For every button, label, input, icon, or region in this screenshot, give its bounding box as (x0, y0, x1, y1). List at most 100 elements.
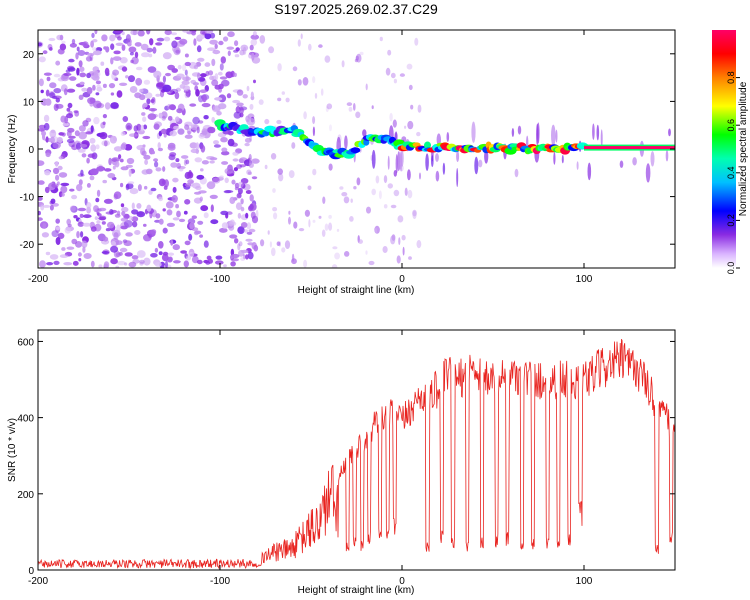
noise-blob (72, 260, 79, 266)
noise-blob (396, 255, 401, 264)
noise-blob (163, 36, 171, 42)
noise-blob (368, 260, 375, 266)
noise-blob (127, 42, 132, 47)
noise-blob (219, 175, 224, 179)
noise-blob (331, 264, 338, 268)
spectral-streak (393, 170, 397, 177)
noise-blob (161, 111, 168, 119)
noise-blob (219, 227, 228, 233)
noise-blob (165, 201, 174, 209)
noise-blob (170, 162, 178, 168)
noise-blob (93, 205, 99, 213)
noise-blob (98, 264, 103, 268)
noise-blob (71, 194, 78, 200)
noise-blob (55, 226, 61, 231)
noise-blob (209, 160, 215, 164)
noise-blob (82, 214, 92, 219)
noise-blob (147, 113, 157, 120)
noise-blob (281, 91, 285, 95)
noise-blob (104, 168, 112, 172)
spectral-streak (592, 123, 595, 140)
noise-blob (113, 191, 122, 199)
figure-title: S197.2025.269.02.37.C29 (274, 1, 438, 17)
y-tick-label: -10 (20, 193, 35, 204)
spectral-streak (431, 155, 434, 168)
spectral-streak (576, 161, 579, 170)
noise-blob (142, 144, 146, 148)
noise-blob (209, 75, 215, 81)
noise-blob (90, 260, 95, 268)
noise-blob (387, 183, 393, 189)
noise-blob (217, 71, 223, 76)
noise-blob (172, 244, 180, 251)
noise-blob (47, 43, 53, 51)
noise-blob (58, 172, 68, 178)
noise-blob (60, 192, 65, 197)
noise-blob (98, 216, 106, 221)
noise-blob (219, 76, 228, 80)
noise-blob (44, 186, 50, 194)
noise-blob (230, 261, 236, 267)
noise-blob (416, 240, 422, 249)
noise-blob (136, 250, 146, 258)
noise-blob (135, 77, 143, 86)
noise-blob (236, 164, 243, 169)
noise-blob (173, 260, 181, 264)
noise-blob (167, 115, 173, 121)
noise-blob (196, 45, 202, 53)
noise-blob (408, 84, 413, 91)
noise-blob (101, 221, 106, 225)
noise-blob (108, 83, 116, 89)
snr-x-label: Height of straight line (km) (298, 585, 415, 596)
noise-blob (45, 136, 49, 143)
noise-blob (165, 260, 168, 268)
noise-blob (232, 99, 241, 104)
noise-blob (214, 97, 223, 101)
noise-blob (288, 216, 291, 225)
noise-blob (390, 204, 397, 209)
noise-blob (417, 104, 422, 113)
noise-blob (179, 38, 188, 45)
noise-blob (49, 129, 57, 138)
noise-blob (182, 64, 187, 72)
noise-blob (189, 222, 195, 230)
spectral-streak (328, 163, 333, 171)
spectral-streak (471, 121, 476, 143)
y-tick-label: 600 (17, 337, 34, 348)
noise-blob (135, 66, 143, 71)
noise-blob (125, 183, 130, 191)
noise-blob (215, 260, 224, 265)
noise-blob (87, 153, 95, 158)
y-tick-label: 10 (23, 97, 35, 108)
noise-blob (168, 256, 173, 262)
noise-blob (110, 92, 115, 96)
spectral-streak (435, 153, 439, 162)
noise-blob (64, 227, 72, 234)
noise-blob (107, 173, 116, 179)
noise-blob (42, 50, 48, 55)
noise-blob (170, 32, 177, 36)
noise-blob (53, 103, 59, 112)
noise-blob (223, 36, 229, 42)
noise-blob (54, 161, 59, 167)
noise-blob (40, 89, 44, 94)
noise-blob (128, 46, 137, 53)
noise-blob (46, 262, 54, 266)
noise-blob (86, 206, 91, 214)
noise-blob (61, 40, 66, 44)
noise-blob (146, 30, 151, 35)
noise-blob (113, 232, 119, 240)
noise-blob (120, 225, 128, 230)
noise-blob (246, 85, 250, 92)
noise-blob (156, 81, 165, 89)
spectral-peak (350, 147, 361, 154)
noise-blob (99, 132, 108, 140)
noise-blob (329, 124, 332, 132)
noise-blob (312, 76, 316, 84)
noise-blob (94, 30, 98, 35)
noise-blob (110, 57, 114, 65)
noise-blob (277, 168, 284, 175)
noise-blob (158, 196, 164, 202)
noise-blob (69, 76, 77, 81)
noise-blob (49, 254, 59, 260)
